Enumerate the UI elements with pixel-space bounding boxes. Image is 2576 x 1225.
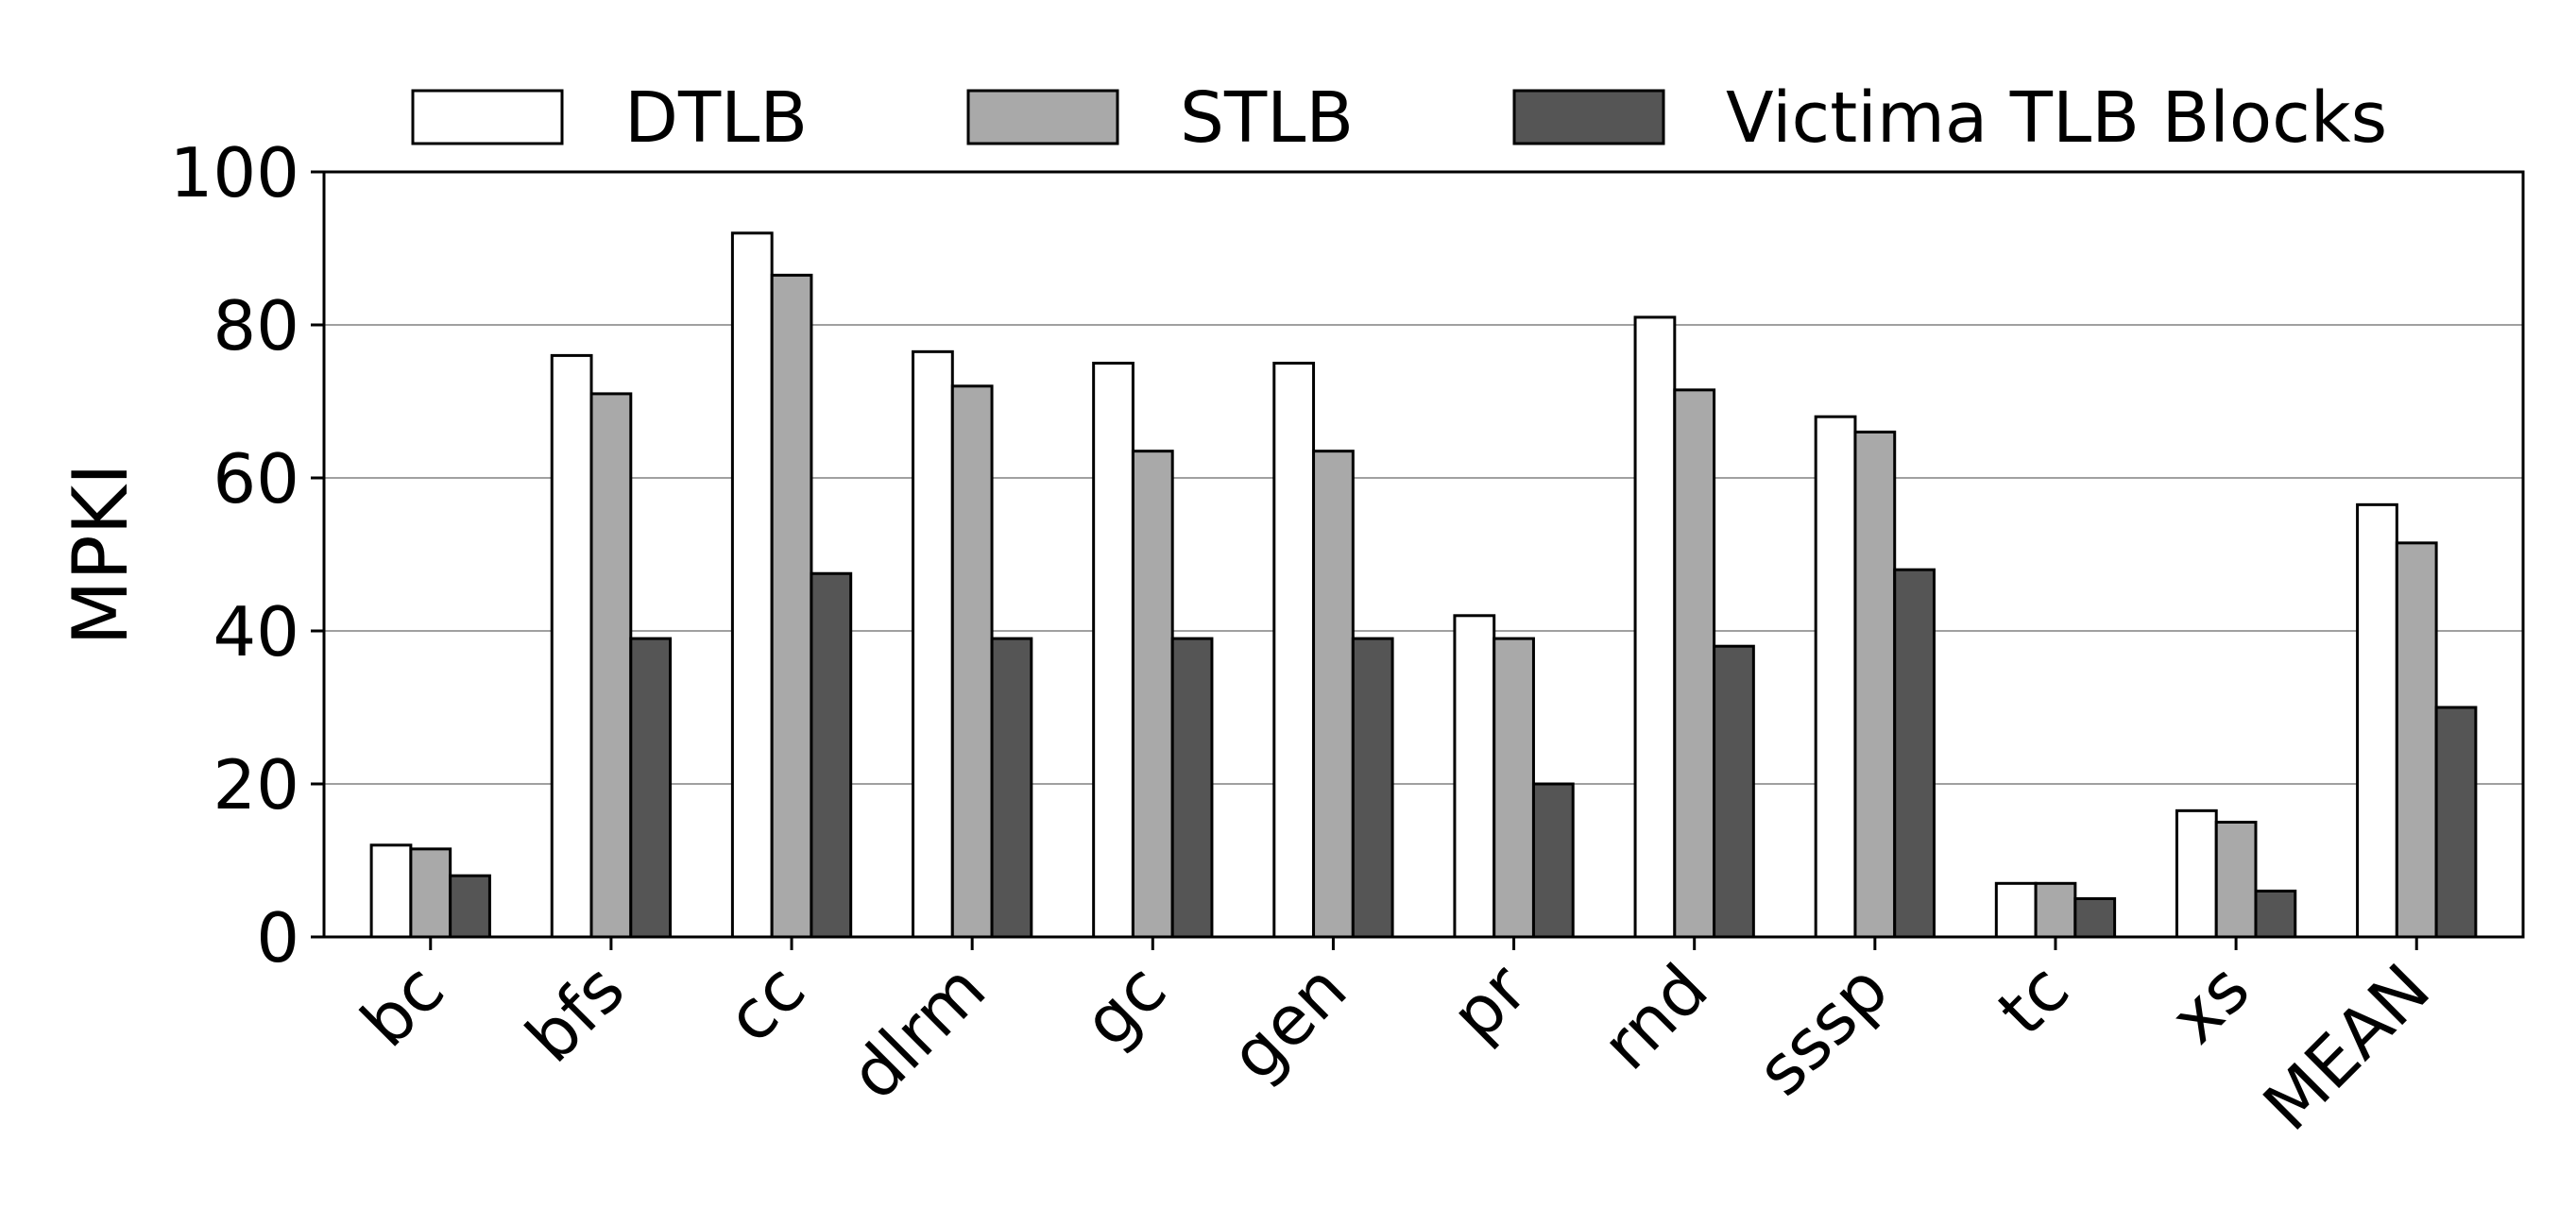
bar-stlb — [770, 273, 813, 939]
y-axis-label: MPKI — [57, 463, 145, 645]
bar-stlb — [1493, 637, 1535, 939]
y-axis: 0 20 40 60 80 100 — [170, 133, 324, 978]
y-tick-label: 80 — [213, 286, 299, 366]
grid-lines — [324, 324, 2523, 785]
bar-dtlb — [1814, 415, 1857, 939]
bar-stlb — [1131, 450, 1174, 939]
bar-victima-tlb-blocks — [990, 637, 1033, 939]
plot-frame — [322, 170, 2525, 939]
y-tick-label: 100 — [170, 133, 299, 213]
legend-label: Victima TLB Blocks — [1726, 77, 2387, 159]
y-tick-label: 0 — [256, 898, 299, 978]
y-tick-label: 60 — [213, 439, 299, 519]
x-tick-label: bfs — [511, 949, 640, 1078]
bar-victima-tlb-blocks — [2254, 889, 2297, 939]
x-tick-label: gc — [1068, 949, 1182, 1063]
y-tick-label: 20 — [213, 745, 299, 825]
bar-stlb — [1673, 388, 1716, 939]
bar-victima-tlb-blocks — [2434, 706, 2478, 939]
bar-stlb — [2395, 541, 2438, 939]
legend: DTLB STLB Victima TLB Blocks — [411, 77, 2387, 159]
bar-stlb — [1312, 450, 1355, 939]
bar-victima-tlb-blocks — [810, 571, 853, 939]
bar-dtlb — [1633, 315, 1677, 939]
x-tick-label: MEAN — [2248, 949, 2445, 1146]
bars — [369, 231, 2478, 939]
bar-dtlb — [730, 231, 774, 939]
x-tick-label: pr — [1436, 948, 1543, 1055]
bar-dtlb — [1092, 362, 1134, 939]
x-tick-label: tc — [1983, 949, 2084, 1050]
bar-stlb — [950, 384, 994, 939]
x-tick-label: xs — [2155, 949, 2264, 1059]
bar-dtlb — [550, 353, 593, 939]
bar-stlb — [2214, 821, 2258, 939]
bar-dtlb — [1272, 362, 1316, 939]
y-tick-label: 40 — [213, 592, 299, 672]
bar-dtlb — [2175, 808, 2218, 939]
legend-swatch — [966, 89, 1119, 145]
bar-dtlb — [1994, 881, 2038, 939]
x-tick-label: dlrm — [835, 949, 1000, 1114]
legend-swatch — [1512, 89, 1665, 145]
bar-stlb — [409, 847, 452, 939]
x-tick-label: gen — [1215, 949, 1361, 1096]
x-tick-label: sssp — [1742, 949, 1903, 1111]
legend-item: DTLB — [411, 77, 808, 159]
x-tick-label: cc — [711, 949, 820, 1058]
bar-dtlb — [1453, 614, 1496, 939]
bar-dtlb — [2356, 502, 2398, 939]
legend-label: STLB — [1180, 77, 1354, 159]
legend-item: Victima TLB Blocks — [1512, 77, 2387, 159]
bar-stlb — [589, 392, 633, 939]
bar-victima-tlb-blocks — [2073, 897, 2117, 939]
bar-dtlb — [912, 349, 954, 939]
bar-victima-tlb-blocks — [1531, 782, 1575, 939]
legend-label: DTLB — [624, 77, 808, 159]
x-tick-label: bc — [346, 949, 459, 1063]
bar-victima-tlb-blocks — [1170, 637, 1214, 939]
bar-victima-tlb-blocks — [629, 637, 673, 939]
bar-stlb — [1853, 430, 1897, 939]
legend-swatch — [411, 89, 564, 145]
legend-item: STLB — [966, 77, 1354, 159]
bar-stlb — [2034, 881, 2077, 939]
bar-dtlb — [369, 843, 413, 939]
bar-victima-tlb-blocks — [1351, 637, 1394, 939]
bar-victima-tlb-blocks — [449, 874, 491, 939]
x-tick-label: rnd — [1587, 949, 1723, 1085]
bar-victima-tlb-blocks — [1893, 568, 1936, 939]
bar-victima-tlb-blocks — [1713, 644, 1755, 939]
